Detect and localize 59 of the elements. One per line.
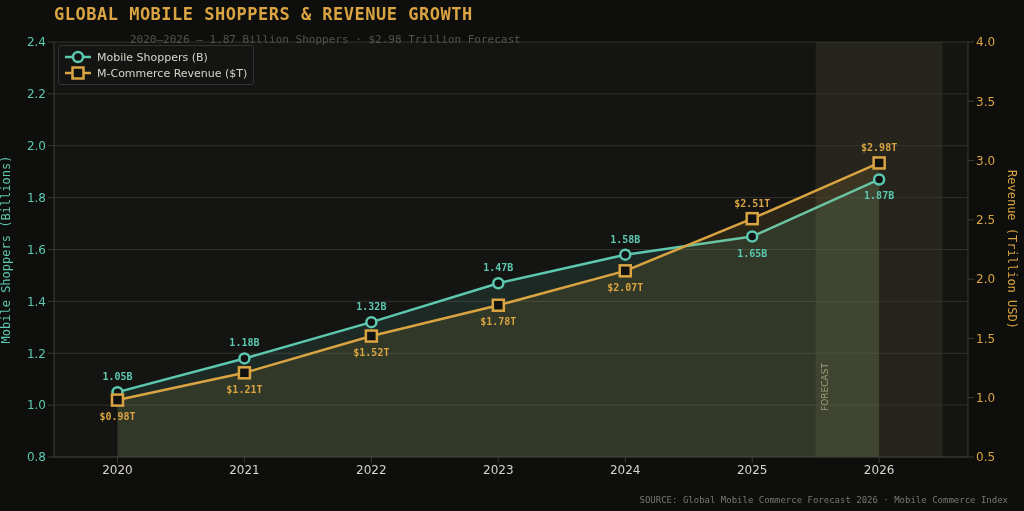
y-tick-label: 2.0 <box>26 139 46 154</box>
point <box>619 248 632 261</box>
data-label: 1.65B <box>737 247 768 259</box>
x-tick-label: 2023 <box>483 462 514 477</box>
point <box>491 298 506 312</box>
point <box>364 329 379 343</box>
data-label: 1.05B <box>102 371 133 383</box>
data-label: $1.78T <box>480 316 517 328</box>
y-tick-label: 2.4 <box>26 35 46 50</box>
point <box>745 230 759 243</box>
y2-tick-label: 2.0 <box>976 272 996 287</box>
chart-title: GLOBAL MOBILE SHOPPERS & REVENUE GROWTH <box>54 4 473 24</box>
point <box>110 393 125 407</box>
y2-tick-label: 1.5 <box>976 331 996 346</box>
legend-label: M-Commerce Revenue ($T) <box>97 66 248 80</box>
y-tick-label: 2.2 <box>26 87 46 102</box>
source-note: SOURCE: Global Mobile Commerce Forecast 2026 · Mobile Commerce Index <box>639 495 1008 505</box>
y-tick-label: 1.2 <box>26 346 46 361</box>
y-tick-label: 1.8 <box>26 190 46 205</box>
x-tick-label: 2022 <box>356 462 387 477</box>
point <box>745 211 759 226</box>
data-label: $0.98T <box>99 411 136 423</box>
data-label: 1.87B <box>864 190 895 202</box>
point <box>872 173 886 186</box>
y2-tick-label: 2.5 <box>976 213 996 228</box>
y2-axis-title: Revenue (Trillion USD) <box>1004 170 1019 329</box>
data-label: 1.58B <box>610 233 641 245</box>
data-label: $1.52T <box>353 347 390 359</box>
x-tick-label: 2025 <box>736 462 768 477</box>
data-label: $1.21T <box>226 383 263 395</box>
data-label: 1.32B <box>356 301 387 313</box>
x-tick-label: 2026 <box>863 462 895 477</box>
x-tick-label: 2024 <box>609 462 641 477</box>
point <box>872 156 886 170</box>
x-tick-label: 2021 <box>229 462 260 477</box>
y-tick-label: 1.4 <box>26 294 46 309</box>
point <box>492 276 505 290</box>
data-label: 1.47B <box>483 262 514 274</box>
y2-tick-label: 3.0 <box>976 153 996 168</box>
data-label: 1.18B <box>229 337 260 349</box>
data-label: $2.98T <box>861 141 898 153</box>
chart-subtitle: 2020–2026 — 1.87 Billion Shoppers · $2.98 Trillion Forecast <box>130 33 521 46</box>
y-tick-label: 1.0 <box>26 398 46 413</box>
band-label: FORECAST <box>819 362 830 411</box>
point <box>237 366 252 380</box>
x-tick-label: 2020 <box>102 462 133 477</box>
y2-tick-label: 0.5 <box>976 450 996 465</box>
point <box>618 264 632 278</box>
y2-tick-label: 3.5 <box>976 94 996 109</box>
y2-tick-label: 1.0 <box>976 390 996 405</box>
point <box>365 315 378 329</box>
y-tick-label: 0.8 <box>26 450 46 465</box>
y2-tick-label: 4.0 <box>976 35 996 50</box>
y-tick-label: 1.6 <box>26 242 46 257</box>
data-label: $2.51T <box>734 197 771 209</box>
legend-label: Mobile Shoppers (B) <box>97 50 208 64</box>
data-label: $2.07T <box>607 281 644 293</box>
point <box>238 352 251 365</box>
y-axis-title: Mobile Shoppers (Billions) <box>0 155 14 344</box>
